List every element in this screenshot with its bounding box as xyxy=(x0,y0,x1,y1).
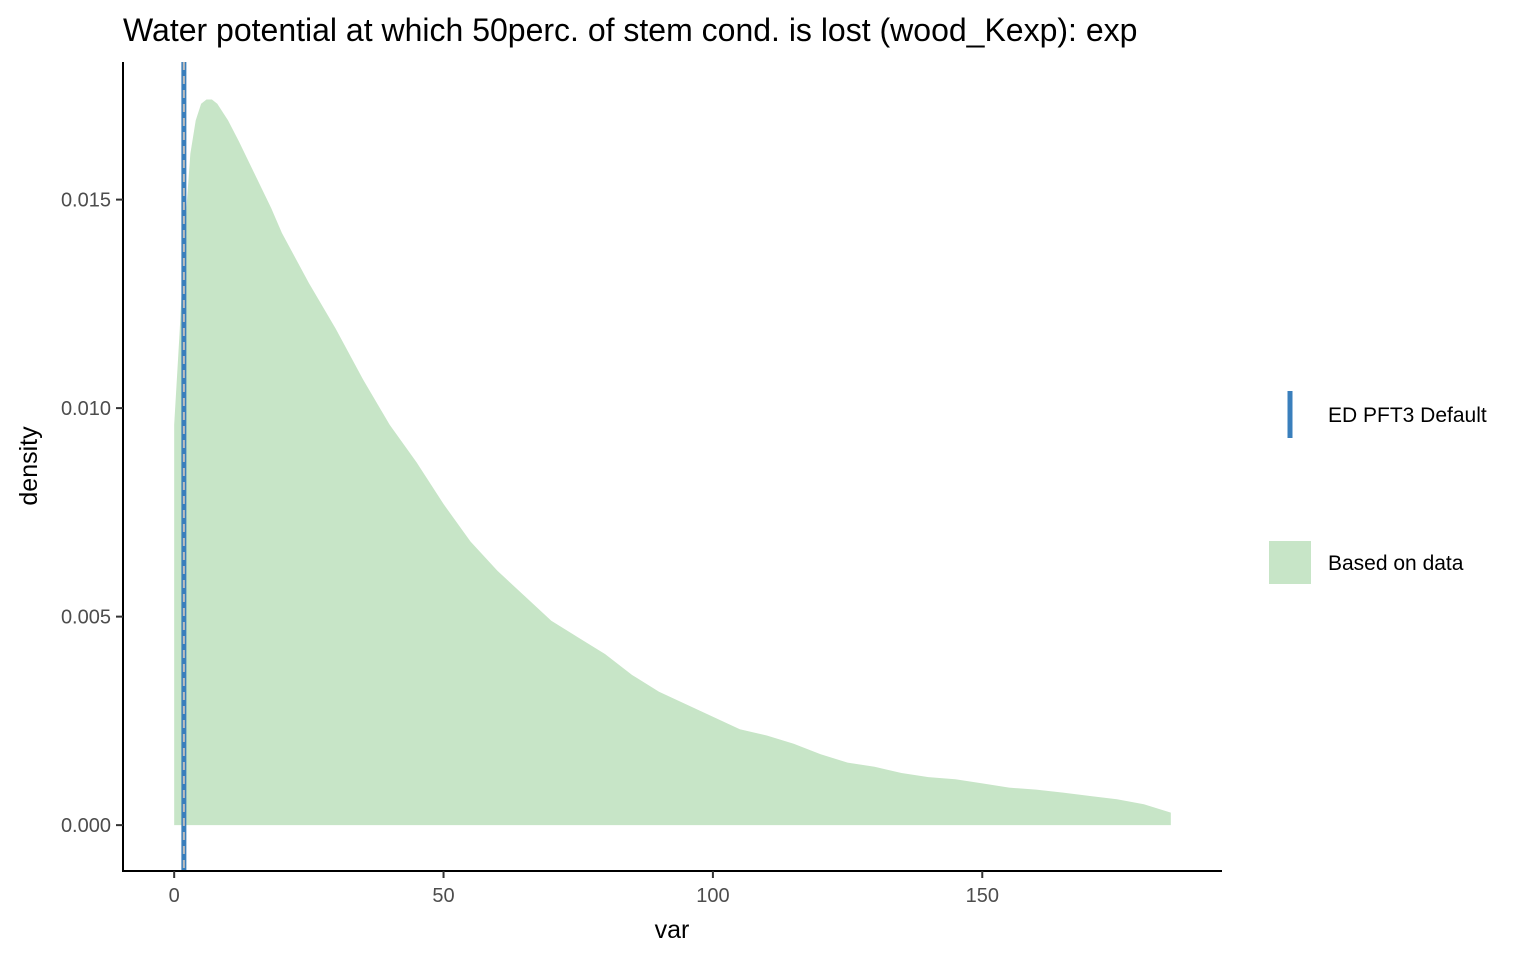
x-tick-label: 0 xyxy=(169,885,180,907)
y-tick-label: 0.015 xyxy=(61,190,111,212)
y-tick-label: 0.010 xyxy=(61,398,111,420)
legend-item-default: ED PFT3 Default xyxy=(1287,391,1487,438)
plot-area xyxy=(174,62,1171,871)
x-tick-label: 50 xyxy=(432,885,454,907)
x-tick-label: 100 xyxy=(696,885,729,907)
x-axis-ticks: 0 50 100 150 xyxy=(169,871,999,907)
x-axis-title: var xyxy=(655,916,690,944)
legend-label-data: Based on data xyxy=(1328,552,1464,575)
legend-key-data-fill xyxy=(1269,541,1311,584)
legend: ED PFT3 Default Based on data xyxy=(1269,391,1487,584)
density-area xyxy=(174,99,1171,826)
y-axis-ticks: 0.000 0.005 0.010 0.015 xyxy=(61,190,123,837)
legend-label-default: ED PFT3 Default xyxy=(1328,404,1487,427)
x-tick-label: 150 xyxy=(966,885,999,907)
y-tick-label: 0.005 xyxy=(61,607,111,629)
chart-title: Water potential at which 50perc. of stem… xyxy=(123,12,1137,48)
legend-item-data: Based on data xyxy=(1269,541,1464,584)
y-tick-label: 0.000 xyxy=(61,815,111,837)
y-axis-title: density xyxy=(15,426,43,506)
